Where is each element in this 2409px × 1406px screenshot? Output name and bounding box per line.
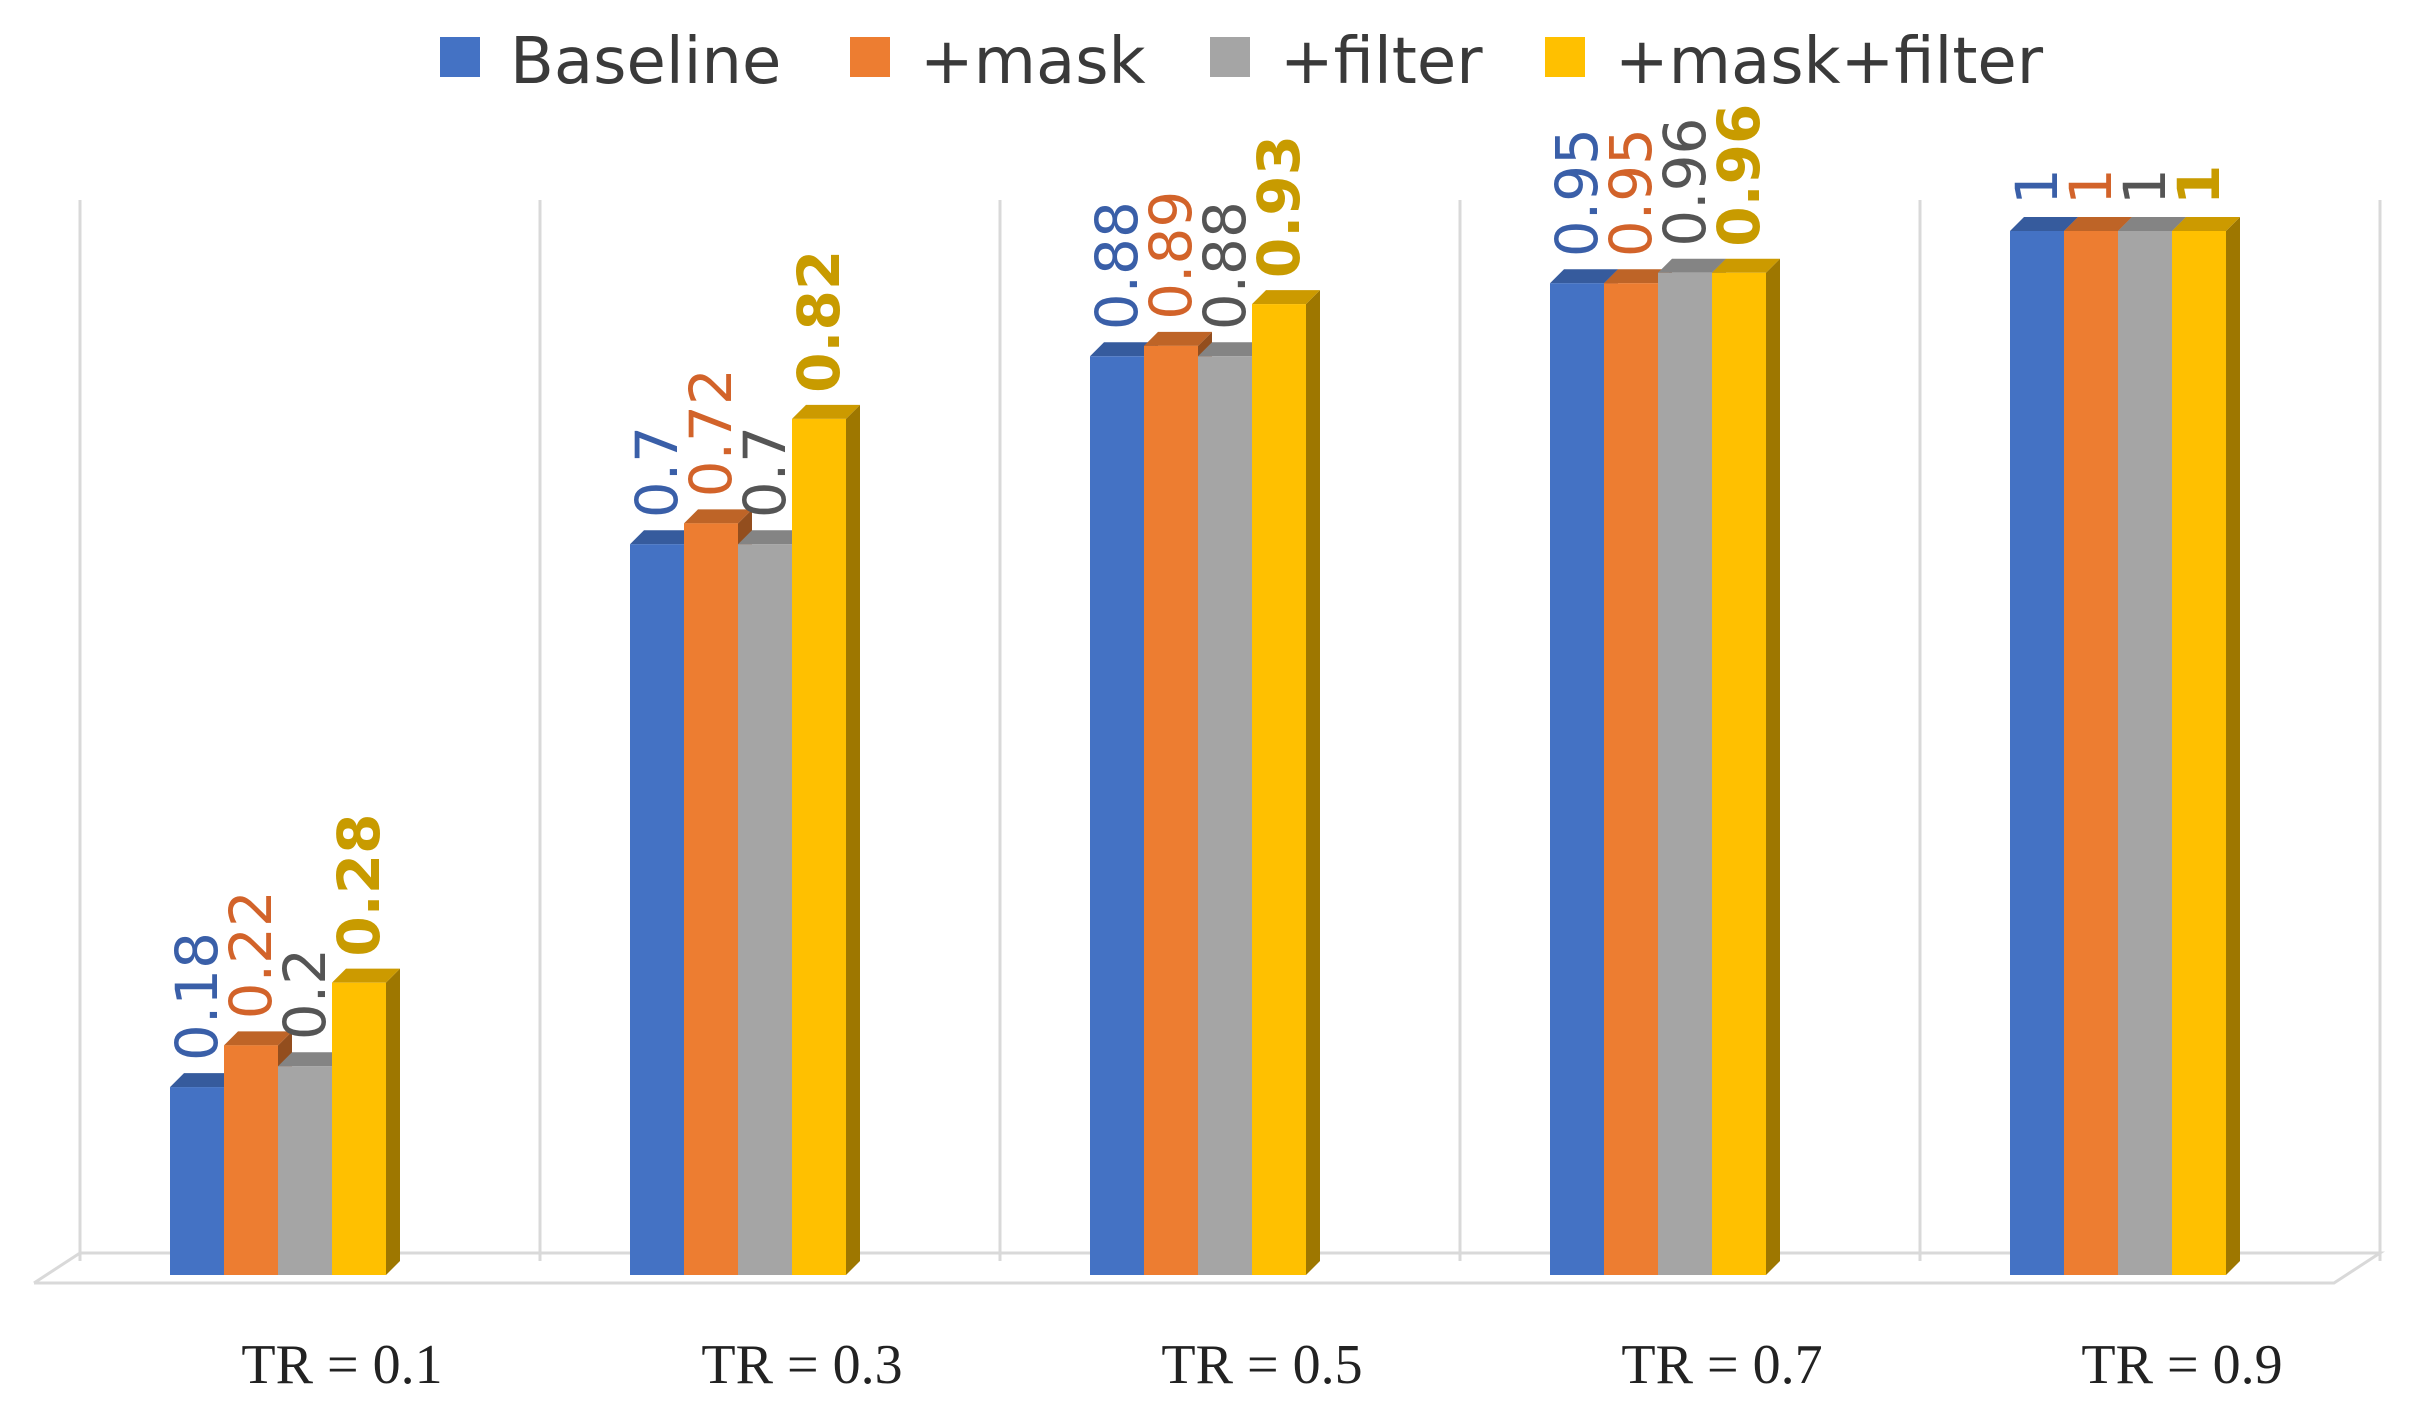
bar-side (1766, 258, 1780, 1275)
data-label: 0.88 (1191, 201, 1259, 330)
data-label: 0.95 (1543, 128, 1611, 257)
bar-front (792, 418, 846, 1275)
data-label: 0.96 (1651, 118, 1719, 247)
bar (332, 968, 400, 1275)
bar-top (2064, 217, 2132, 231)
data-label: 0.2 (271, 948, 339, 1040)
bar-front (1712, 272, 1766, 1275)
bar-front (1658, 272, 1712, 1275)
data-label: 0.82 (785, 250, 853, 393)
bar-front (2010, 231, 2064, 1275)
bar-top (2010, 217, 2078, 231)
value-labels: 0.180.220.20.28 0.70.720.7 0.82 0.880.890.8… (163, 104, 2233, 1061)
bar-side (846, 404, 860, 1275)
data-label: 0.93 (1245, 135, 1313, 278)
data-label: 0.72 (677, 368, 745, 497)
bar-front (630, 544, 684, 1275)
bar-side (2226, 217, 2240, 1275)
data-label: 0.88 (1083, 201, 1151, 330)
bar-front (1144, 345, 1198, 1276)
bar-top (1604, 269, 1672, 284)
bar-top (792, 404, 860, 419)
bar-front (332, 982, 386, 1275)
bar-front (278, 1066, 332, 1275)
bar-top (278, 1052, 346, 1067)
category-labels: TR = 0.1 TR = 0.3 TR = 0.5 TR = 0.7 TR = 0.9 (241, 1334, 2282, 1396)
data-label: 1 (2057, 168, 2125, 205)
category-label: TR = 0.3 (701, 1334, 902, 1396)
bar-front (1550, 283, 1604, 1275)
data-label: 0.96 (1705, 104, 1773, 247)
bar-front (1198, 356, 1252, 1275)
bar-top (1252, 290, 1320, 305)
bar-front (2064, 231, 2118, 1275)
data-label: 0.22 (217, 890, 285, 1019)
bar-top (170, 1073, 238, 1088)
data-label: 0.7 (623, 426, 691, 518)
bar (1252, 290, 1320, 1276)
legend-label: Baseline (510, 25, 781, 99)
data-label: 1 (2111, 168, 2179, 205)
bar-front (1604, 283, 1658, 1275)
legend-swatch (850, 37, 890, 77)
bar-side (1306, 290, 1320, 1276)
bar-top (1198, 342, 1266, 357)
data-label: 0.28 (325, 814, 393, 957)
legend-swatch (1210, 37, 1250, 77)
bar-top (738, 530, 806, 545)
bar (792, 404, 860, 1275)
legend-label: +mask (920, 25, 1146, 99)
bar-top (1550, 269, 1618, 284)
category-label: TR = 0.5 (1161, 1334, 1362, 1396)
bar-front (224, 1045, 278, 1275)
bar (1712, 258, 1780, 1275)
chart-frame (33, 200, 2386, 1285)
bar-top (1144, 331, 1212, 346)
data-label: 1 (2165, 165, 2233, 205)
bar-top (2118, 217, 2186, 231)
bar-front (2118, 231, 2172, 1275)
category-label: TR = 0.9 (2081, 1334, 2282, 1396)
bar-top (1090, 342, 1158, 357)
bars (170, 217, 2240, 1276)
legend: Baseline +mask +filter +mask+filter (440, 25, 2044, 99)
legend-label: +filter (1280, 25, 1483, 99)
bar-top (684, 509, 752, 524)
data-label: 0.7 (731, 426, 799, 518)
bar (2172, 217, 2240, 1275)
bar-front (684, 523, 738, 1275)
bar-top (630, 530, 698, 545)
bar-top (1712, 258, 1780, 273)
bar-front (170, 1087, 224, 1275)
legend-swatch (1545, 37, 1585, 77)
bar-top (332, 968, 400, 983)
legend-label: +mask+filter (1615, 25, 2044, 99)
data-label: 0.18 (163, 932, 231, 1061)
bar-front (738, 544, 792, 1275)
data-label: 0.89 (1137, 191, 1205, 320)
bar-top (2172, 217, 2240, 231)
bar-top (1658, 258, 1726, 273)
data-label: 0.95 (1597, 128, 1665, 257)
chart-floor (33, 1251, 2386, 1285)
data-label: 1 (2003, 168, 2071, 205)
category-label: TR = 0.7 (1621, 1334, 1822, 1396)
bar-front (1252, 304, 1306, 1276)
bar-front (1090, 356, 1144, 1275)
bar-front (2172, 231, 2226, 1275)
bar-side (386, 968, 400, 1275)
category-label: TR = 0.1 (241, 1334, 442, 1396)
legend-swatch (440, 37, 480, 77)
bar-top (224, 1031, 292, 1046)
